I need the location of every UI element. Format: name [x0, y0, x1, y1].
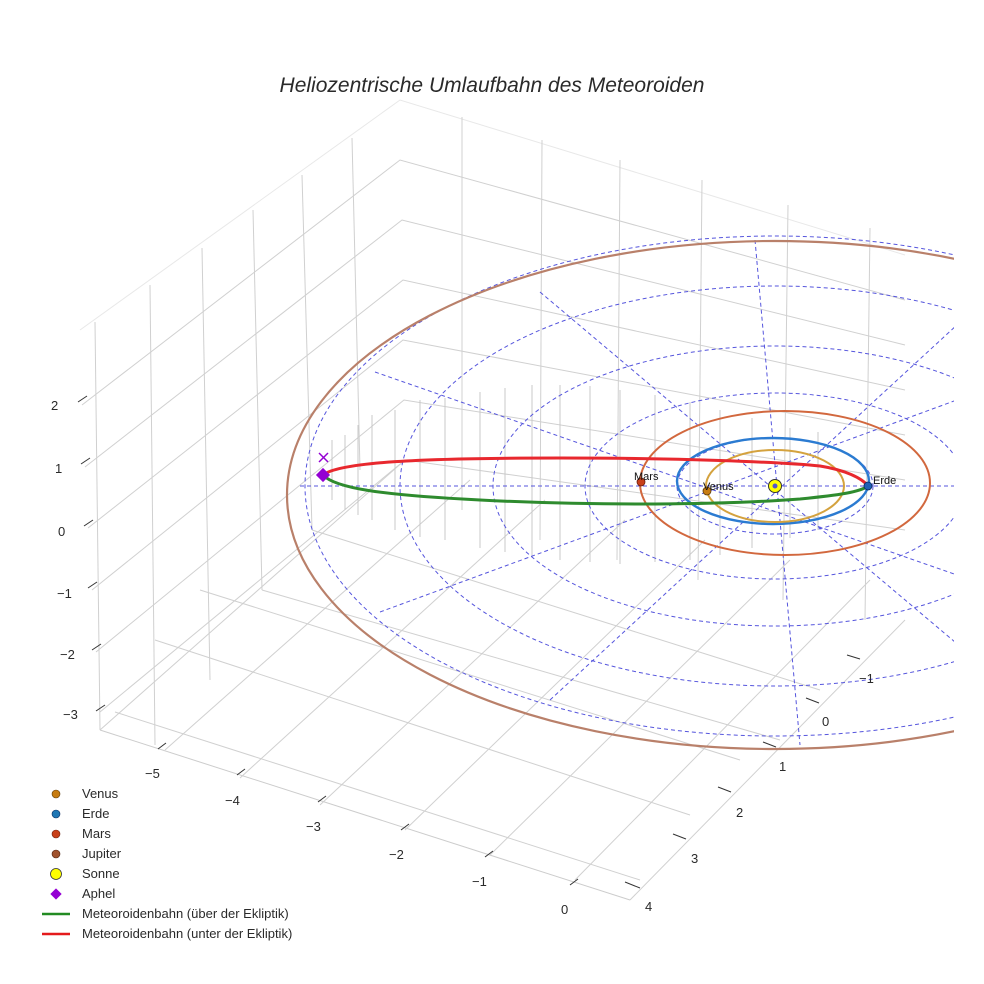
jupiter-orbit — [286, 239, 954, 751]
circle-marker-icon — [51, 829, 61, 839]
z-tick: −3 — [63, 707, 78, 722]
y-tick: 4 — [645, 899, 653, 914]
green-line-icon — [42, 912, 70, 916]
aphel-x-marker — [318, 452, 329, 463]
x-tick: −4 — [225, 793, 240, 808]
y-tick: 2 — [736, 805, 744, 820]
x-tick: −2 — [389, 847, 404, 862]
meteoroid-path-below — [322, 456, 870, 487]
drop-lines — [331, 385, 819, 564]
z-tick: −2 — [60, 647, 75, 662]
circle-marker-icon — [51, 849, 61, 859]
annotation-venus: Venus — [703, 481, 734, 493]
meteoroid-path-above — [321, 473, 869, 506]
markers — [315, 452, 873, 496]
z-tick: 2 — [51, 398, 59, 413]
y-tick: −1 — [859, 671, 874, 686]
y-tick: 3 — [691, 851, 699, 866]
y-tick: 1 — [779, 759, 787, 774]
z-tick: 1 — [55, 461, 63, 476]
x-tick: −1 — [472, 874, 487, 889]
sun-marker-icon — [50, 868, 62, 880]
x-tick: 0 — [561, 902, 569, 917]
ecliptic-grid — [300, 235, 954, 746]
venus-marker — [702, 486, 712, 496]
z-tick: −1 — [57, 586, 72, 601]
z-tick: 0 — [58, 524, 66, 539]
aphel-marker — [315, 467, 331, 483]
mars-marker — [636, 477, 646, 487]
diamond-marker-icon — [50, 888, 62, 900]
y-tick: 0 — [822, 714, 830, 729]
annotation-erde: Erde — [873, 475, 897, 487]
red-line-icon — [42, 932, 70, 936]
chart-title: Heliozentrische Umlaufbahn des Meteoroid… — [279, 74, 705, 97]
circle-marker-icon — [51, 789, 61, 799]
erde-orbit — [675, 436, 871, 526]
venus-orbit — [705, 449, 845, 523]
erde-marker — [863, 481, 873, 491]
x-tick: −5 — [145, 766, 160, 781]
circle-marker-icon — [51, 809, 61, 819]
tick-marks — [77, 395, 861, 889]
x-tick: −3 — [306, 819, 321, 834]
annotation-mars: Mars — [634, 471, 659, 483]
axis-grid — [79, 99, 906, 901]
